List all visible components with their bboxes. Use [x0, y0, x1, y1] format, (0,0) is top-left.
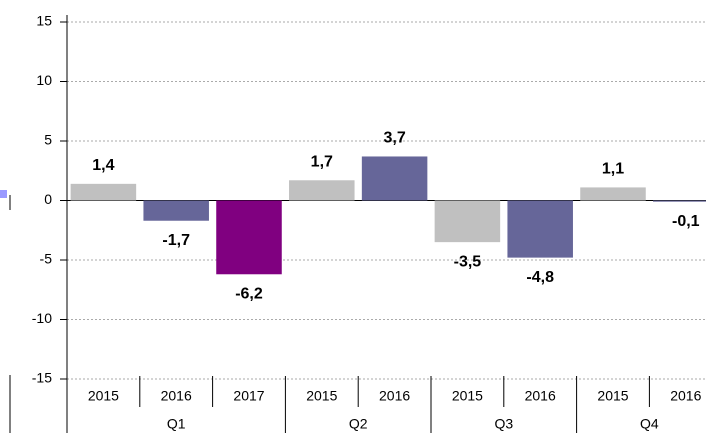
value-label: 1,4: [92, 157, 114, 174]
value-label: -6,2: [235, 285, 263, 302]
bar: [580, 187, 646, 201]
y-tick-label: 5: [44, 132, 52, 148]
bar: [653, 200, 706, 202]
x-tick-label: 2016: [379, 388, 410, 404]
value-label: -1,7: [162, 232, 190, 249]
y-tick-label: 15: [36, 13, 52, 29]
x-tick-label: 2017: [233, 388, 264, 404]
value-label: 1,1: [602, 161, 624, 178]
bar: [434, 200, 501, 243]
bar: [507, 200, 573, 258]
x-tick-label: 2015: [452, 388, 483, 404]
group-label: Q3: [494, 416, 513, 432]
y-tick-label: 0: [44, 191, 52, 207]
group-label: Q2: [349, 416, 368, 432]
x-tick-label: 2015: [306, 388, 337, 404]
value-label: -4,8: [526, 269, 554, 286]
x-tick-label: 2015: [88, 388, 119, 404]
value-label: 3,7: [383, 130, 405, 147]
bar: [289, 180, 355, 201]
value-label: -3,5: [454, 253, 482, 270]
bar: [216, 200, 282, 275]
bar: [143, 200, 209, 221]
value-label: 1,7: [311, 153, 333, 170]
value-label: -0,1: [672, 213, 700, 230]
x-tick-label: 2016: [161, 388, 192, 404]
x-tick-label: 2016: [670, 388, 701, 404]
group-label: Q1: [167, 416, 186, 432]
x-tick-label: 2016: [525, 388, 556, 404]
y-tick-label: 10: [36, 72, 52, 88]
y-tick-label: -10: [32, 310, 52, 326]
bar: [361, 156, 428, 201]
group-label: Q4: [640, 416, 659, 432]
legend-fragment: [0, 190, 7, 198]
y-tick-label: -5: [40, 251, 53, 267]
x-tick-label: 2015: [597, 388, 628, 404]
y-tick-label: -15: [32, 370, 52, 386]
bar: [70, 183, 137, 201]
